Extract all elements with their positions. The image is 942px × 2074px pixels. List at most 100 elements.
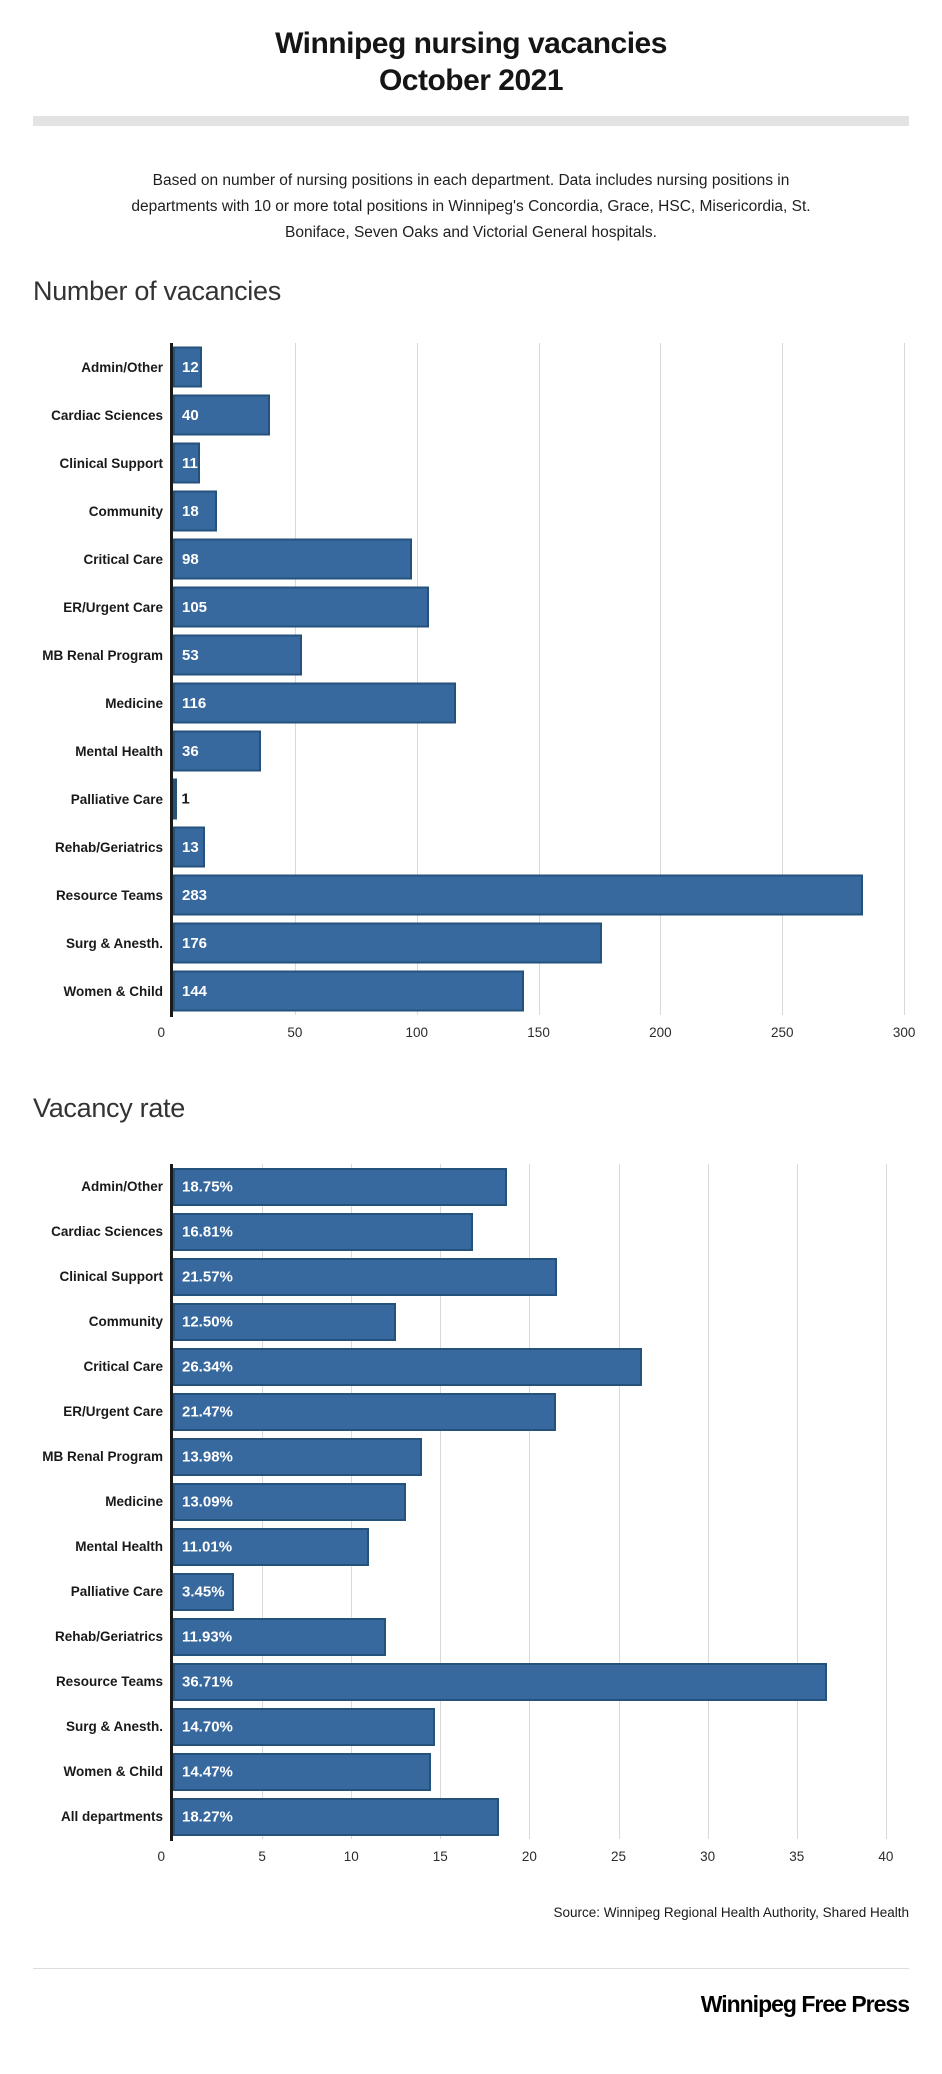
bar-area: 3.45% — [173, 1569, 909, 1614]
x-tick-label: 100 — [405, 1025, 428, 1041]
gridline — [529, 1164, 531, 1840]
bar-row: All departments 18.27% — [33, 1794, 909, 1839]
bar-row: Clinical Support 11 — [33, 439, 909, 487]
bar-row: Medicine 116 — [33, 679, 909, 727]
gridline — [440, 1164, 442, 1840]
bar: 176 — [173, 922, 602, 964]
bar-area: 144 — [173, 967, 909, 1015]
x-tick-label: 0 — [157, 1025, 165, 1041]
bar-row: MB Renal Program 53 — [33, 631, 909, 679]
bar: 11.01% — [173, 1527, 370, 1566]
y-axis-line — [170, 343, 173, 1018]
bar-row: Palliative Care 1 — [33, 775, 909, 823]
bar-area: 283 — [173, 871, 909, 919]
value-label: 40 — [182, 406, 199, 424]
bar-row: ER/Urgent Care 21.47% — [33, 1389, 909, 1434]
bar: 11.93% — [173, 1617, 386, 1656]
bar-row: Rehab/Geriatrics 13 — [33, 823, 909, 871]
bar-area: 11.01% — [173, 1524, 909, 1569]
category-label: Admin/Other — [81, 1179, 163, 1195]
bar-row: Surg & Anesth. 176 — [33, 919, 909, 967]
bar: 21.57% — [173, 1257, 558, 1296]
bar-row: Resource Teams 283 — [33, 871, 909, 919]
bar: 11 — [173, 442, 200, 484]
x-tick-label: 250 — [771, 1025, 794, 1041]
bar: 98 — [173, 538, 412, 580]
bar: 283 — [173, 874, 863, 916]
bar: 3.45% — [173, 1572, 235, 1611]
category-label: MB Renal Program — [42, 647, 163, 663]
bar-row: Community 12.50% — [33, 1299, 909, 1344]
category-label: Rehab/Geriatrics — [54, 839, 163, 855]
value-label: 26.34% — [182, 1358, 233, 1376]
value-label: 36.71% — [182, 1673, 233, 1691]
category-label: Rehab/Geriatrics — [54, 1629, 163, 1645]
category-label: Community — [88, 503, 163, 519]
x-tick-label: 35 — [789, 1849, 805, 1865]
bar-rows: Admin/Other 18.75% Cardiac Sciences 16.81% C… — [33, 1164, 909, 1839]
bar-row: Palliative Care 3.45% — [33, 1569, 909, 1614]
value-label: 105 — [182, 598, 208, 616]
bar-row: Rehab/Geriatrics 11.93% — [33, 1614, 909, 1659]
category-label: Cardiac Sciences — [51, 407, 163, 423]
gridline — [660, 343, 662, 1016]
bar-area: 26.34% — [173, 1344, 909, 1389]
title-divider — [33, 116, 909, 127]
bar-row: Cardiac Sciences 40 — [33, 391, 909, 439]
bar: 13.09% — [173, 1482, 407, 1521]
y-axis-line — [170, 1164, 173, 1842]
category-label: Women & Child — [63, 1764, 164, 1780]
value-label: 3.45% — [182, 1583, 225, 1601]
bar-row: Admin/Other 18.75% — [33, 1164, 909, 1209]
bar: 40 — [173, 394, 271, 436]
category-label: Community — [88, 1314, 163, 1330]
bar: 18.75% — [173, 1167, 508, 1206]
x-tick-label: 20 — [521, 1849, 537, 1865]
bar: 18.27% — [173, 1797, 499, 1836]
category-label: Surg & Anesth. — [65, 1719, 163, 1735]
value-label: 13 — [182, 838, 199, 856]
bar-area: 12 — [173, 343, 909, 391]
value-label: 12 — [182, 358, 199, 376]
infographic: Winnipeg nursing vacancies October 2021 … — [0, 26, 942, 2018]
x-tick-label: 10 — [343, 1849, 359, 1865]
value-label: 16.81% — [182, 1223, 233, 1241]
gridline — [538, 343, 540, 1016]
value-label: 53 — [182, 646, 199, 664]
bar-row: Critical Care 26.34% — [33, 1344, 909, 1389]
value-label: 18 — [182, 502, 199, 520]
value-label: 11.01% — [182, 1538, 233, 1556]
bar-area: 11.93% — [173, 1614, 909, 1659]
bar-row: Medicine 13.09% — [33, 1479, 909, 1524]
bar — [173, 778, 177, 820]
bar-area: 18.27% — [173, 1794, 909, 1839]
value-label: 14.70% — [182, 1718, 233, 1736]
category-label: Medicine — [105, 695, 163, 711]
bar: 13.98% — [173, 1437, 423, 1476]
bar-area: 14.70% — [173, 1704, 909, 1749]
category-label: Resource Teams — [55, 887, 163, 903]
category-label: Critical Care — [83, 551, 163, 567]
bar: 26.34% — [173, 1347, 643, 1386]
category-label: Resource Teams — [55, 1674, 163, 1690]
bar-area: 1 — [173, 775, 909, 823]
bar-area: 12.50% — [173, 1299, 909, 1344]
bar: 105 — [173, 586, 429, 628]
value-label: 11 — [182, 454, 198, 472]
gridline — [416, 343, 418, 1016]
bar-area: 13.09% — [173, 1479, 909, 1524]
page-title: Winnipeg nursing vacancies October 2021 — [33, 26, 909, 99]
category-label: ER/Urgent Care — [63, 1404, 163, 1420]
value-label: 21.57% — [182, 1268, 233, 1286]
value-label: 11.93% — [182, 1628, 233, 1646]
x-axis-ticks: 0 50 100 150 200 250 300 — [157, 1019, 915, 1043]
bar: 116 — [173, 682, 456, 724]
value-label: 144 — [182, 982, 208, 1000]
bar: 14.70% — [173, 1707, 435, 1746]
bar-row: Clinical Support 21.57% — [33, 1254, 909, 1299]
x-tick-label: 40 — [878, 1849, 894, 1865]
bar-row: Resource Teams 36.71% — [33, 1659, 909, 1704]
x-tick-label: 30 — [700, 1849, 716, 1865]
bar-area: 14.47% — [173, 1749, 909, 1794]
category-label: ER/Urgent Care — [63, 599, 163, 615]
